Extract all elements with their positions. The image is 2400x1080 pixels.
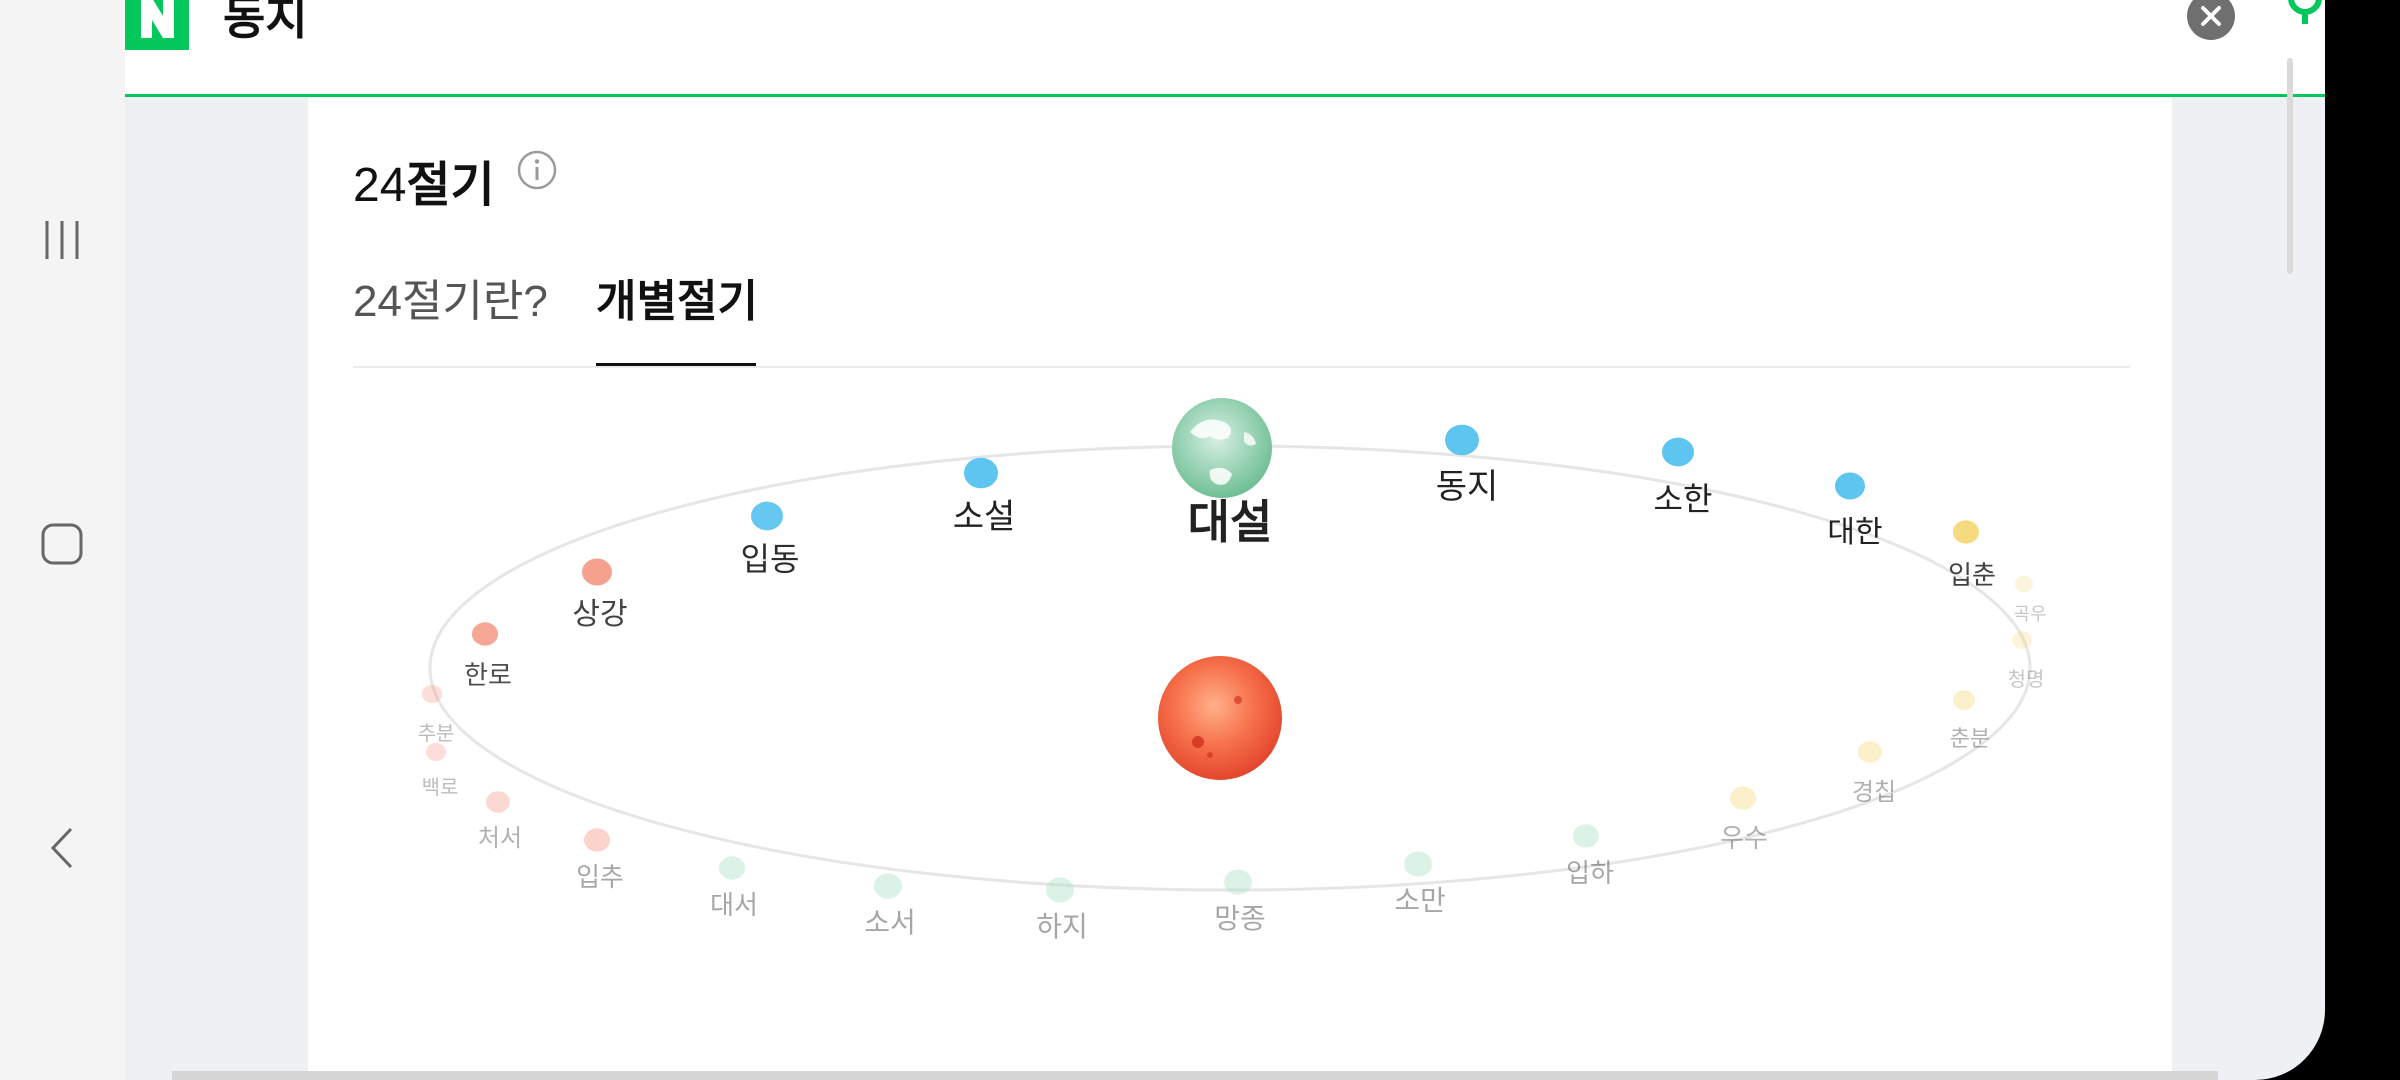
horizontal-scrollbar[interactable] [172,1071,2218,1080]
back-icon[interactable] [22,808,102,888]
naver-logo[interactable] [125,0,189,50]
card-title: 24절기 [353,159,495,212]
search-header: 동지 [125,0,2325,97]
solar-terms-card: 24절기 24절기란? 개별절기 [308,97,2172,1080]
recent-apps-icon[interactable] [22,200,102,280]
home-icon[interactable] [22,504,102,584]
microphone-icon[interactable] [2285,0,2325,50]
info-circle-icon[interactable] [516,149,558,191]
tab-about-solar-terms[interactable]: 24절기란? [353,277,548,326]
clear-search-button[interactable] [2187,0,2235,40]
browser-screen: 동지 24절기 24절기란? 개별절기 [125,0,2325,1080]
search-query-title[interactable]: 동지 [223,0,308,44]
tab-individual-terms[interactable]: 개별절기 [596,277,758,326]
close-icon [2201,6,2221,26]
selected-tab-indicator [596,363,756,366]
tab-divider [353,366,2130,368]
system-nav-bar [0,0,125,1080]
vertical-scrollbar[interactable] [2287,58,2293,274]
